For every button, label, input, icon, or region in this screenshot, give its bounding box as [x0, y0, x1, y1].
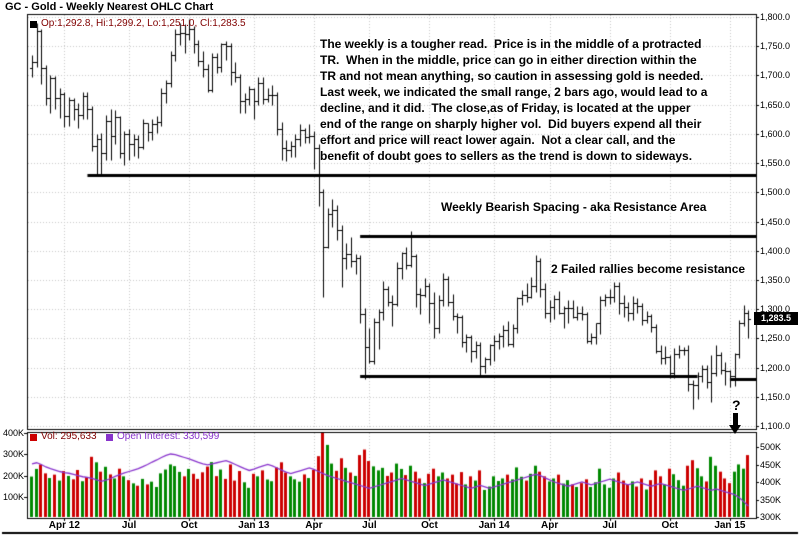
price-axis-tick-label: 1,250.0 — [760, 333, 791, 344]
bearish-spacing-label: Weekly Bearish Spacing - aka Resistance … — [441, 200, 707, 214]
x-axis-tick-label: Jul — [602, 520, 617, 531]
failed-rallies-label: 2 Failed rallies become resistance — [551, 262, 746, 276]
x-axis-tick-label: Oct — [661, 520, 679, 531]
down-arrow-icon — [729, 413, 742, 434]
price-axis-tick-label: 1,350.0 — [760, 274, 791, 285]
price-axis-tick-label: 1,800.0 — [760, 11, 791, 22]
x-axis-tick-label: Apr 12 — [48, 520, 80, 531]
open-interest-legend-swatch-icon — [106, 434, 113, 441]
price-axis-tick-label: 1,750.0 — [760, 41, 791, 52]
volume-axis-tick-label: 200K — [2, 470, 24, 481]
price-axis-tick-label: 1,500.0 — [760, 187, 791, 198]
ohlc-legend-swatch-icon — [30, 21, 37, 28]
annotation-line: Last week, we indicated the small range,… — [320, 85, 708, 99]
oi-axis-tick-label: 350K — [760, 494, 782, 505]
price-axis-tick-label: 1,200.0 — [760, 362, 791, 373]
volume-axis-tick-label: 400K — [2, 428, 24, 438]
price-axis-tick-label: 1,450.0 — [760, 216, 791, 227]
volume-legend-swatch-icon — [30, 434, 37, 441]
x-axis-tick-label: Apr — [305, 520, 323, 531]
volume-axis-tick-label: 300K — [2, 449, 24, 460]
annotation-line: The weekly is a tougher read. Price is i… — [320, 37, 702, 51]
x-axis-tick-label: Jan 15 — [714, 520, 746, 531]
volume-axis-tick-label: 100K — [2, 491, 24, 502]
price-axis-tick-label: 1,150.0 — [760, 391, 791, 402]
annotation-line: TR and not mean anything, so caution in … — [320, 69, 704, 83]
oi-axis-tick-label: 500K — [760, 442, 782, 452]
annotation-line: TR. When in the middle, price can go in … — [320, 53, 697, 67]
ohlc-legend: Op:1,292.8, Hi:1,299.2, Lo:1,251.0, Cl:1… — [41, 18, 246, 29]
oi-axis-tick-label: 400K — [760, 477, 782, 487]
annotation-line: effort and price will react lower again.… — [320, 133, 676, 147]
x-axis-tick-label: Oct — [421, 520, 438, 531]
x-axis-tick-label: Jan 14 — [478, 520, 510, 531]
x-axis-tick-label: Jul — [121, 520, 137, 531]
annotation-paragraph: The weekly is a tougher read. Price is i… — [320, 36, 764, 164]
price-axis-tick-label: 1,600.0 — [760, 128, 791, 139]
annotation-line: decline, and it did. The close,as of Fri… — [320, 101, 691, 115]
open-interest-legend: Open Interest: 330,599 — [117, 431, 220, 442]
x-axis-tick-label: Jul — [362, 520, 377, 531]
last-price-tag: 1,283.5 — [754, 312, 798, 325]
x-axis-tick-label: Apr — [541, 520, 559, 531]
price-axis-tick-label: 1,700.0 — [760, 70, 791, 81]
annotation-line: benefit of doubt goes to sellers as the … — [320, 149, 693, 163]
oi-axis-tick-label: 300K — [760, 512, 782, 522]
oi-axis-tick-label: 450K — [760, 459, 782, 470]
price-axis-tick-label: 1,400.0 — [760, 245, 791, 256]
x-axis-tick-label: Jan 13 — [238, 520, 270, 531]
page-title: GC - Gold - Weekly Nearest OHLC Chart — [5, 1, 214, 13]
volume-legend: Vol: 295,633 — [41, 431, 97, 442]
price-axis-tick-label: 1,650.0 — [760, 99, 791, 110]
x-axis-tick-label: Oct — [180, 520, 198, 531]
price-axis-tick-label: 1,550.0 — [760, 158, 791, 169]
price-axis-tick-label: 1,300.0 — [760, 304, 791, 315]
annotation-line: end of the range on sharply higher vol. … — [320, 117, 702, 131]
question-mark-label: ? — [732, 397, 741, 413]
price-axis-tick-label: 1,100.0 — [760, 421, 791, 432]
